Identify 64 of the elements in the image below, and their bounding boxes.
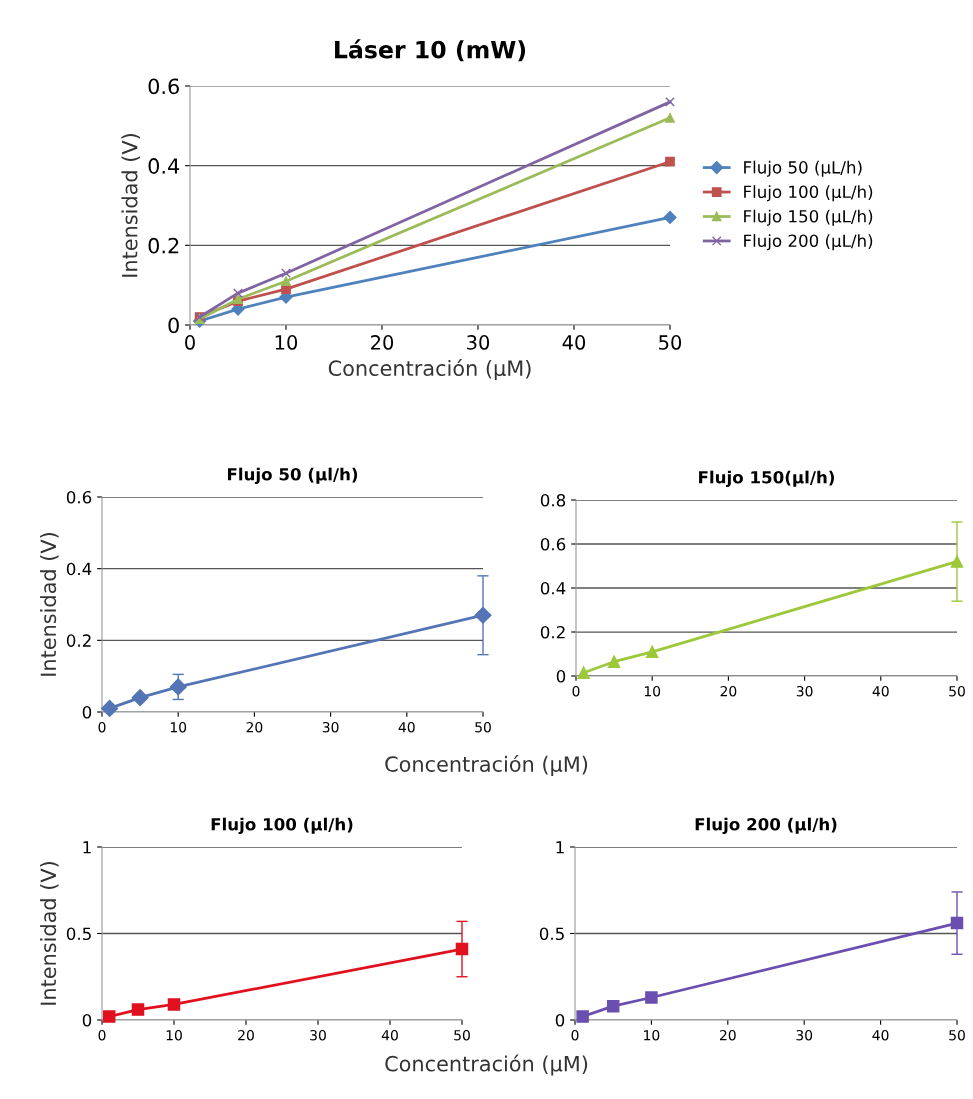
x-tick-label: 50 (454, 1029, 470, 1041)
y-tick-label: 1 (83, 841, 91, 854)
y-tick-label: 0.6 (540, 537, 566, 551)
x-tick-label: 40 (872, 685, 889, 697)
x-tick-label: 0 (572, 685, 580, 697)
y-tick-label: 0.4 (66, 562, 92, 576)
x-tick-label: 50 (475, 721, 491, 733)
x-tick-label: 20 (371, 335, 394, 350)
legend-label: Flujo 150 (µL/h) (744, 209, 873, 226)
x-axis-title: Concentración (µM) (385, 1054, 588, 1076)
x-tick-label: 40 (398, 721, 415, 733)
y-tick-label: 0 (556, 669, 566, 683)
y-tick-label: 0.2 (66, 634, 91, 647)
x-tick-label: 20 (720, 685, 737, 697)
y-axis-title: Intensidad (V) (121, 134, 141, 277)
y-tick-label: 0.5 (539, 927, 564, 941)
chart-title: Flujo 200 (µl/h) (695, 817, 837, 834)
y-tick-label: 0.6 (148, 78, 179, 95)
x-tick-label: 10 (644, 685, 661, 697)
x-tick-label: 30 (322, 721, 339, 733)
x-tick-label: 50 (949, 1029, 965, 1041)
y-tick-label: 0 (82, 1013, 92, 1027)
y-tick-label: 1 (556, 841, 564, 854)
x-tick-label: 30 (310, 1029, 326, 1041)
y-tick-label: 0.2 (540, 625, 565, 639)
y-tick-label: 0.2 (148, 237, 179, 254)
legend-label: Flujo 200 (µL/h) (744, 234, 873, 251)
x-tick-label: 40 (872, 1029, 889, 1041)
x-axis-title: Concentración (µM) (385, 755, 588, 776)
x-tick-label: 50 (659, 335, 682, 350)
x-tick-label: 30 (796, 685, 813, 697)
y-axis-title: Intensidad (V) (40, 533, 59, 676)
x-tick-label: 10 (166, 1029, 182, 1041)
x-tick-label: 50 (949, 685, 965, 697)
x-tick-label: 30 (796, 1029, 813, 1041)
y-tick-label: 0 (168, 317, 179, 334)
x-tick-label: 0 (98, 1029, 106, 1041)
x-tick-label: 20 (246, 721, 263, 733)
chart-title: Flujo 100 (µl/h) (211, 817, 353, 834)
y-tick-label: 0.6 (66, 490, 92, 504)
y-axis-title: Intensidad (V) (40, 862, 59, 1005)
y-tick-label: 0 (82, 705, 92, 719)
y-tick-label: 0.4 (148, 158, 180, 174)
legend-label: Flujo 100 (µL/h) (744, 185, 873, 202)
y-tick-label: 0 (555, 1013, 565, 1027)
x-tick-label: 0 (571, 1029, 579, 1041)
x-axis-title: Concentración (µM) (328, 359, 531, 381)
y-tick-label: 0.4 (540, 581, 566, 595)
chart-title: Flujo 150(µl/h) (699, 470, 835, 487)
x-tick-label: 0 (98, 721, 106, 733)
x-tick-label: 20 (719, 1029, 736, 1041)
x-tick-label: 30 (467, 335, 490, 350)
y-tick-label: 0.8 (540, 493, 566, 507)
x-tick-label: 10 (275, 335, 298, 350)
x-tick-label: 0 (185, 335, 195, 350)
x-tick-label: 20 (238, 1029, 254, 1041)
x-tick-label: 40 (381, 1029, 398, 1041)
legend-label: Flujo 50 (µL/h) (744, 160, 862, 177)
chart-title: Flujo 50 (µl/h) (227, 467, 358, 484)
chart-title: Láser 10 (mW) (335, 39, 526, 62)
x-tick-label: 10 (644, 1029, 660, 1041)
x-tick-label: 10 (170, 721, 187, 733)
x-tick-label: 40 (562, 335, 586, 350)
y-tick-label: 0.5 (66, 927, 91, 941)
